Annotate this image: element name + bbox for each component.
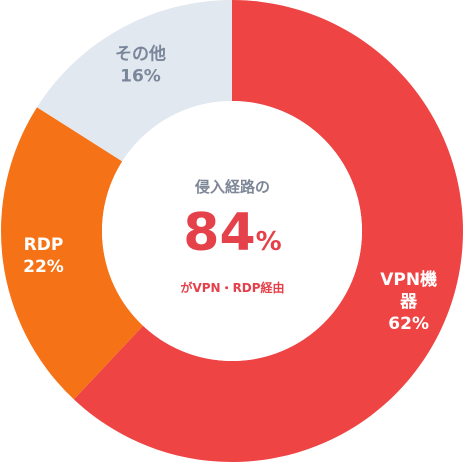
slice-label-2-line-1: RDP (24, 235, 64, 255)
center-big-unit: % (255, 227, 282, 257)
slice-label-1-line-3: 62% (388, 314, 429, 334)
center-big-value: 84% (0, 203, 465, 263)
center-hole (102, 101, 362, 361)
center-caption-bottom: がVPN・RDP経由 (180, 281, 285, 295)
slice-1 (73, 0, 463, 462)
slice-label-2: RDP 22% (23, 235, 64, 277)
slice-label-3-line-1: その他 (115, 44, 166, 65)
center-big-number: 84 (183, 203, 256, 263)
slice-label-1: VPN機器 62% (380, 269, 437, 334)
slice-label-2-line-2: 22% (23, 257, 64, 277)
slice-label-1-line-1: VPN機 (380, 269, 437, 290)
slice-label-3: その他 16% (115, 44, 166, 87)
slice-label-3-line-2: 16% (120, 67, 161, 87)
center-caption-top: 侵入経路の (194, 178, 270, 196)
slice-labels-group: VPN機器 62% RDP 22% その他 16% (23, 44, 437, 334)
slice-3 (36, 0, 232, 162)
slice-2 (0, 107, 144, 400)
slice-label-1-line-2: 器 (399, 292, 418, 312)
